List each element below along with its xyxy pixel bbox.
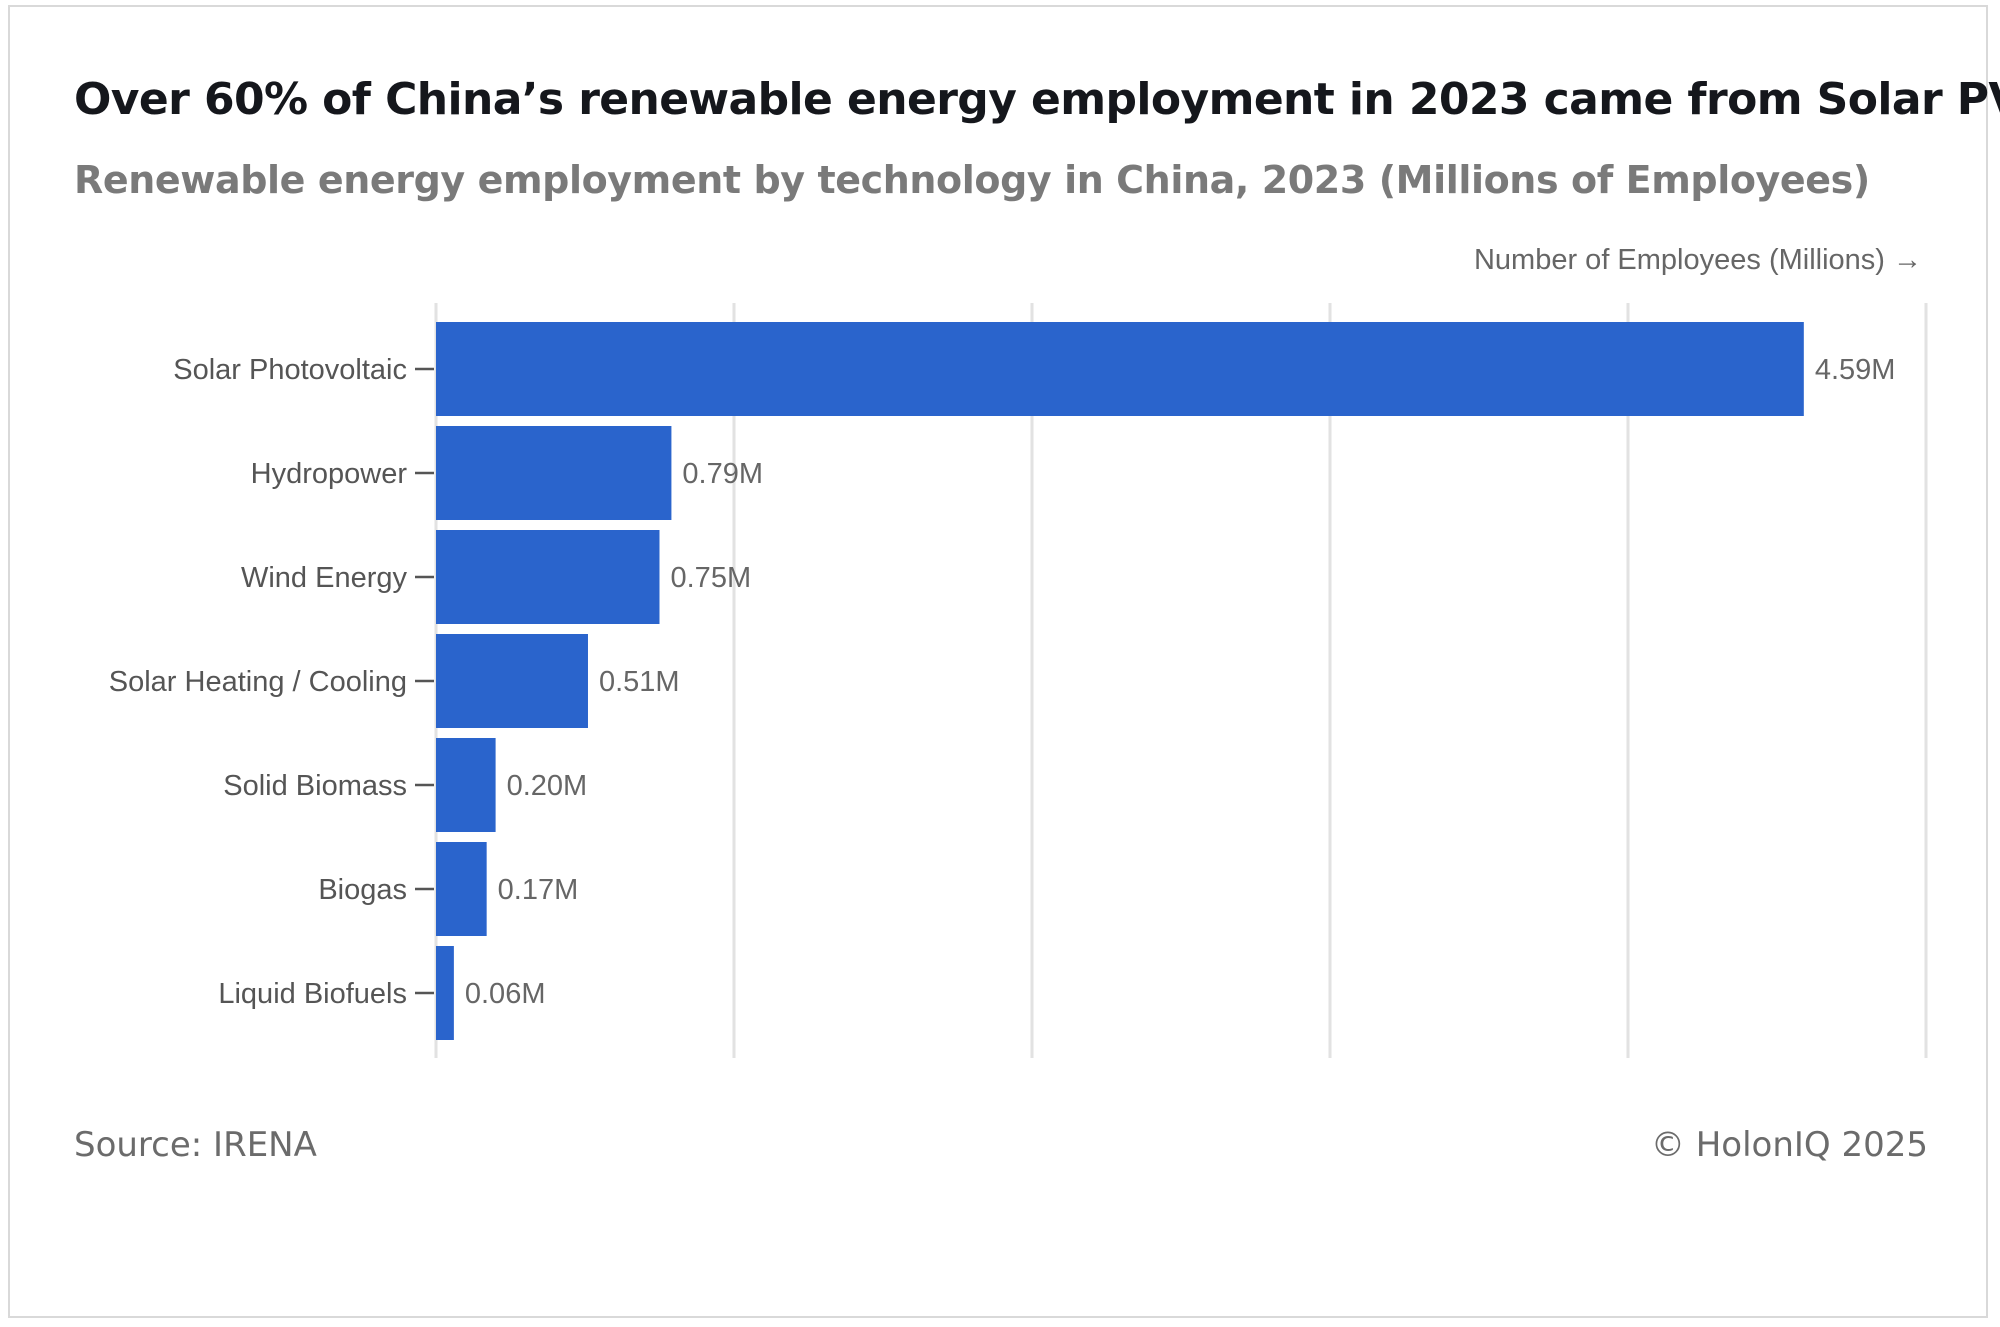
value-label: 4.59M bbox=[1815, 354, 1896, 386]
value-label: 0.17M bbox=[498, 874, 579, 906]
category-label: Solid Biomass bbox=[223, 770, 407, 802]
chart-title: Over 60% of China’s renewable energy emp… bbox=[74, 74, 2000, 125]
value-label: 0.06M bbox=[465, 978, 546, 1010]
x-axis-label: Number of Employees (Millions) → bbox=[1473, 244, 1922, 276]
value-label: 0.51M bbox=[599, 666, 680, 698]
category-label: Biogas bbox=[318, 874, 407, 906]
bar bbox=[436, 530, 660, 624]
category-label: Liquid Biofuels bbox=[218, 978, 407, 1010]
category-label: Solar Photovoltaic bbox=[173, 354, 407, 386]
category-label: Wind Energy bbox=[241, 562, 408, 594]
value-label: 0.20M bbox=[507, 770, 588, 802]
chart-subtitle: Renewable energy employment by technolog… bbox=[74, 158, 1870, 202]
bar bbox=[436, 426, 672, 520]
value-label: 0.79M bbox=[682, 458, 763, 490]
chart-card bbox=[8, 5, 1988, 1318]
copyright-note: © HolonIQ 2025 bbox=[1650, 1125, 1928, 1165]
bar bbox=[436, 946, 454, 1040]
bar bbox=[436, 634, 588, 728]
source-note: Source: IRENA bbox=[74, 1125, 317, 1165]
category-label: Hydropower bbox=[251, 458, 408, 490]
category-label: Solar Heating / Cooling bbox=[109, 666, 407, 698]
bar bbox=[436, 738, 496, 832]
value-label: 0.75M bbox=[671, 562, 752, 594]
bar bbox=[436, 322, 1804, 416]
bar bbox=[436, 842, 487, 936]
